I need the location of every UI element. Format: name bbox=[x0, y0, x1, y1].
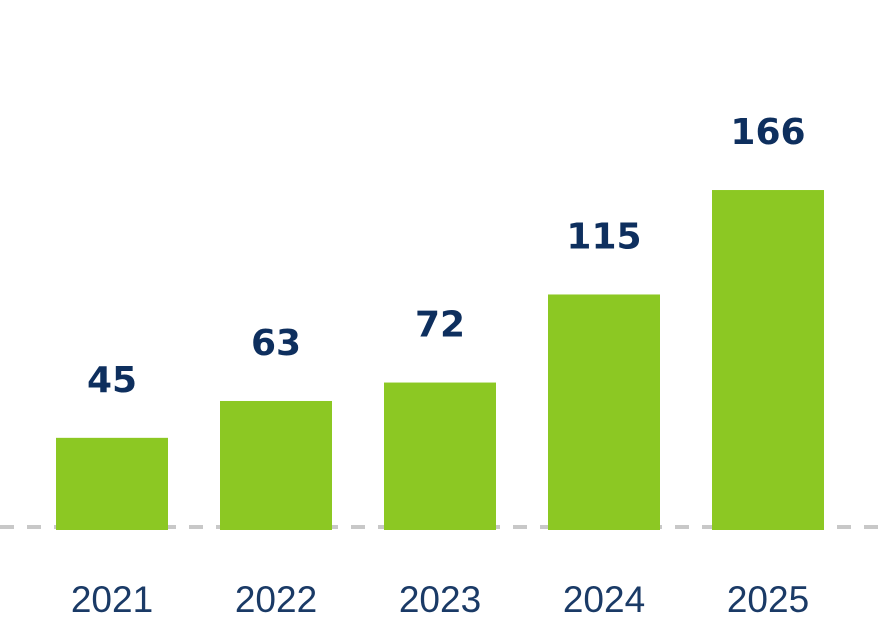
x-tick-label-2022: 2022 bbox=[235, 579, 317, 620]
value-label-2022: 63 bbox=[251, 323, 301, 364]
bar-group bbox=[56, 190, 824, 531]
x-tick-label-2024: 2024 bbox=[563, 579, 645, 620]
x-tick-label-2025: 2025 bbox=[727, 579, 809, 620]
bar-2023 bbox=[384, 382, 496, 530]
x-tick-label-2023: 2023 bbox=[399, 579, 481, 620]
bar-2025 bbox=[712, 190, 824, 531]
value-label-2024: 115 bbox=[566, 216, 641, 257]
bar-2021 bbox=[56, 437, 168, 530]
bar-2022 bbox=[220, 400, 332, 530]
bar-2024 bbox=[548, 294, 660, 530]
x-tick-label-2021: 2021 bbox=[71, 579, 153, 620]
x-axis-tick-labels: 2021 2022 2023 2024 2025 bbox=[71, 579, 809, 620]
value-label-2025: 166 bbox=[730, 112, 805, 153]
value-label-2023: 72 bbox=[415, 305, 465, 346]
value-label-2021: 45 bbox=[87, 360, 137, 401]
value-label-group: 45 63 72 115 166 bbox=[87, 112, 806, 401]
